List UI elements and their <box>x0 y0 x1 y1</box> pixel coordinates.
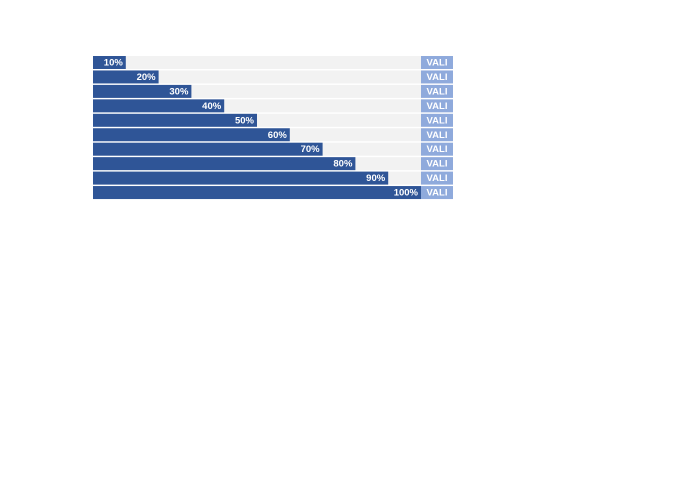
side-box <box>421 84 453 98</box>
side-box <box>421 56 453 69</box>
progress-bar <box>93 171 389 185</box>
progress-label: 90% <box>366 173 386 184</box>
side-box <box>421 70 453 84</box>
side-label: VALI <box>427 130 448 141</box>
progress-bar <box>93 142 323 156</box>
progress-track <box>93 70 421 84</box>
side-box <box>421 128 453 142</box>
progress-label: 50% <box>235 115 255 126</box>
side-label: VALI <box>427 115 448 126</box>
side-box <box>421 171 453 185</box>
progress-bar <box>93 84 192 98</box>
progress-bar <box>93 128 290 142</box>
progress-label: 70% <box>301 144 321 155</box>
progress-bar <box>93 56 126 69</box>
side-label: VALI <box>427 159 448 170</box>
progress-bar <box>93 70 159 84</box>
progress-label: 60% <box>268 130 288 141</box>
side-box <box>421 99 453 113</box>
progress-label: 40% <box>202 101 222 112</box>
side-label: VALI <box>427 101 448 112</box>
progress-label: 30% <box>169 86 189 97</box>
side-box <box>421 157 453 171</box>
side-label: VALI <box>427 173 448 184</box>
progress-label: 80% <box>333 159 353 170</box>
progress-bar <box>93 99 225 113</box>
progress-bar <box>93 157 356 171</box>
progress-label: 20% <box>137 72 157 83</box>
side-box <box>421 113 453 127</box>
progress-bar <box>93 186 421 200</box>
progress-label: 100% <box>394 188 419 199</box>
side-box <box>421 142 453 156</box>
side-label: VALI <box>427 188 448 199</box>
side-box <box>421 186 453 200</box>
progress-bar <box>93 113 257 127</box>
side-label: VALI <box>427 144 448 155</box>
side-label: VALI <box>427 86 448 97</box>
side-label: VALI <box>427 58 448 69</box>
side-label: VALI <box>427 72 448 83</box>
progress-label: 10% <box>104 58 124 69</box>
progress-track <box>93 56 421 69</box>
